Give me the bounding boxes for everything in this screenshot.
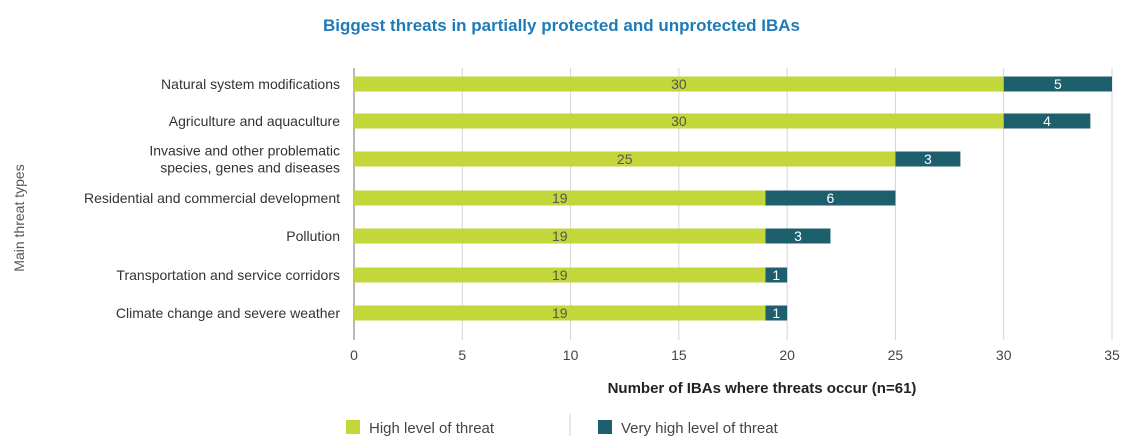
category-label: Transportation and service corridors — [116, 267, 340, 283]
bar-very-high-threat — [895, 151, 961, 167]
bar-high-threat — [354, 113, 1004, 129]
value-label-high: 25 — [617, 151, 633, 167]
x-tick-label: 25 — [888, 347, 904, 363]
bar-high-threat — [354, 228, 766, 244]
category-label: Invasive and other problematic species, g… — [149, 143, 340, 176]
bar-high-threat — [354, 305, 766, 321]
bar-very-high-threat — [1003, 113, 1091, 129]
bars: 30 5 30 4 25 3 19 6 19 3 19 1 19 1 — [354, 76, 1112, 321]
value-label-high: 19 — [552, 228, 568, 244]
value-label-high: 19 — [552, 267, 568, 283]
value-label-high: 19 — [552, 190, 568, 206]
value-label-high: 19 — [552, 305, 568, 321]
chart-title: Biggest threats in partially protected a… — [322, 16, 801, 35]
category-label: Pollution — [286, 228, 340, 244]
bar-very-high-threat — [765, 267, 788, 283]
category-labels: Natural system modifications Agriculture … — [84, 76, 340, 321]
value-label-high: 30 — [671, 113, 687, 129]
category-label: Agriculture and aquaculture — [169, 113, 340, 129]
legend-label: Very high level of threat — [621, 420, 779, 436]
legend-swatch-very-high — [598, 420, 612, 434]
bar-very-high-threat — [765, 305, 788, 321]
bar-very-high-threat — [765, 228, 831, 244]
x-tick-label: 10 — [563, 347, 579, 363]
category-label: Residential and commercial development — [84, 190, 340, 206]
x-tick-label: 35 — [1104, 347, 1120, 363]
x-tick-label: 15 — [671, 347, 687, 363]
value-label-very-high: 1 — [772, 267, 780, 283]
category-label: Natural system modifications — [161, 76, 340, 92]
legend-swatch-high — [346, 420, 360, 434]
bar-high-threat — [354, 76, 1004, 92]
x-tick-label: 20 — [779, 347, 795, 363]
x-axis-title: Number of IBAs where threats occur (n=61… — [608, 380, 917, 397]
bar-high-threat — [354, 151, 896, 167]
bar-very-high-threat — [765, 190, 896, 206]
bar-very-high-threat — [1003, 76, 1112, 92]
bar-high-threat — [354, 267, 766, 283]
x-tick-label: 30 — [996, 347, 1012, 363]
x-axis-ticks: 0 5 10 15 20 25 30 35 — [350, 347, 1120, 363]
category-label: Climate change and severe weather — [116, 305, 340, 321]
y-axis-title: Main threat types — [11, 164, 27, 271]
value-label-very-high: 5 — [1054, 76, 1062, 92]
value-label-very-high: 3 — [794, 228, 802, 244]
value-label-very-high: 4 — [1043, 113, 1051, 129]
value-label-very-high: 1 — [772, 305, 780, 321]
value-label-high: 30 — [671, 76, 687, 92]
x-tick-label: 5 — [458, 347, 466, 363]
legend-label: High level of threat — [369, 420, 495, 436]
value-label-very-high: 6 — [827, 190, 835, 206]
bar-high-threat — [354, 190, 766, 206]
x-tick-label: 0 — [350, 347, 358, 363]
value-label-very-high: 3 — [924, 151, 932, 167]
legend: High level of threat Very high level of t… — [346, 414, 779, 436]
